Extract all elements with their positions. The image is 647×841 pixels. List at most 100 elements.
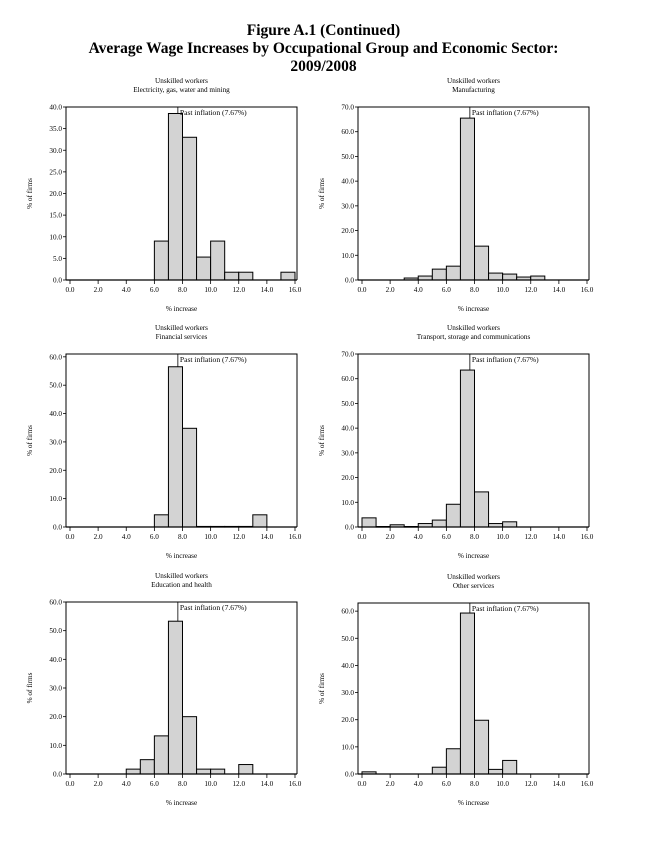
x-tick-label: 4.0 xyxy=(122,286,131,294)
x-tick-label: 6.0 xyxy=(442,533,451,541)
panel-title: Unskilled workers xyxy=(155,324,208,332)
histogram-bar xyxy=(196,256,212,281)
histogram-bar xyxy=(210,240,226,281)
panel-subtitle: Electricity, gas, water and mining xyxy=(133,86,230,94)
histogram-bar xyxy=(502,759,518,775)
y-tick-label: 10.0 xyxy=(49,233,62,241)
histogram-bar xyxy=(210,768,226,775)
x-tick-label: 6.0 xyxy=(150,533,159,541)
plot-frame xyxy=(357,106,590,280)
x-tick-label: 6.0 xyxy=(150,286,159,294)
y-tick-label: 15.0 xyxy=(49,212,62,220)
histogram-bar xyxy=(153,514,169,528)
y-tick-label: 20.0 xyxy=(49,713,62,721)
y-tick-label: 40.0 xyxy=(49,656,62,664)
y-tick-label: 40.0 xyxy=(49,410,62,418)
histogram-bar xyxy=(167,366,183,528)
x-axis-label: % increase xyxy=(166,305,197,313)
y-tick-label: 60.0 xyxy=(49,353,62,361)
x-tick-label: 2.0 xyxy=(94,533,103,541)
panel-subtitle: Transport, storage and communications xyxy=(417,333,531,341)
y-tick-label: 50.0 xyxy=(49,627,62,635)
x-tick-label: 8.0 xyxy=(178,780,187,788)
x-tick-label: 0.0 xyxy=(358,533,367,541)
y-axis-label: % of firms xyxy=(26,672,34,703)
x-tick-label: 2.0 xyxy=(94,780,103,788)
y-axis-label: % of firms xyxy=(318,673,326,704)
histogram-bar xyxy=(474,491,490,528)
inflation-annotation: Past inflation (7.67%) xyxy=(472,108,539,117)
y-tick-label: 50.0 xyxy=(341,635,354,643)
y-tick-label: 40.0 xyxy=(341,425,354,433)
y-tick-label: 10.0 xyxy=(49,495,62,503)
x-tick-label: 6.0 xyxy=(442,286,451,294)
plot-frame xyxy=(357,602,590,774)
y-tick-label: 20.0 xyxy=(49,467,62,475)
histogram-bar xyxy=(431,519,447,528)
x-tick-label: 10.0 xyxy=(204,286,217,294)
x-tick-label: 8.0 xyxy=(470,533,479,541)
x-tick-label: 12.0 xyxy=(524,533,537,541)
y-tick-label: 30.0 xyxy=(341,449,354,457)
histogram-bar xyxy=(445,503,461,528)
inflation-annotation: Past inflation (7.67%) xyxy=(180,355,247,364)
y-axis-label: % of firms xyxy=(26,425,34,456)
x-tick-label: 6.0 xyxy=(442,780,451,788)
y-tick-label: 5.0 xyxy=(53,255,62,263)
x-tick-label: 14.0 xyxy=(553,286,566,294)
x-tick-label: 0.0 xyxy=(358,286,367,294)
x-tick-label: 0.0 xyxy=(66,780,75,788)
x-tick-label: 12.0 xyxy=(232,780,245,788)
histogram-bar xyxy=(238,764,254,775)
y-axis-label: % of firms xyxy=(318,425,326,456)
y-tick-label: 0.0 xyxy=(345,771,354,779)
y-tick-label: 10.0 xyxy=(341,743,354,751)
figure-subtitle: Average Wage Increases by Occupational G… xyxy=(88,40,559,57)
histogram-bar xyxy=(182,136,198,281)
y-tick-label: 30.0 xyxy=(341,202,354,210)
y-tick-label: 50.0 xyxy=(49,382,62,390)
x-axis-label: % increase xyxy=(458,305,489,313)
x-tick-label: 10.0 xyxy=(496,780,509,788)
histogram-bar xyxy=(196,768,212,775)
y-tick-label: 30.0 xyxy=(341,689,354,697)
histogram-bar xyxy=(459,612,475,775)
x-tick-label: 4.0 xyxy=(414,533,423,541)
x-tick-label: 4.0 xyxy=(414,780,423,788)
plot-frame xyxy=(357,353,590,527)
y-tick-label: 40.0 xyxy=(341,662,354,670)
y-tick-label: 10.0 xyxy=(341,499,354,507)
x-tick-label: 8.0 xyxy=(178,286,187,294)
x-tick-label: 6.0 xyxy=(150,780,159,788)
y-tick-label: 20.0 xyxy=(341,227,354,235)
histogram-bar xyxy=(252,514,268,528)
histogram-bar xyxy=(445,748,461,775)
x-tick-label: 10.0 xyxy=(496,286,509,294)
x-tick-label: 8.0 xyxy=(470,780,479,788)
panel-title: Unskilled workers xyxy=(447,77,500,85)
x-tick-label: 10.0 xyxy=(204,533,217,541)
panel-title: Unskilled workers xyxy=(447,324,500,332)
x-tick-label: 16.0 xyxy=(581,780,594,788)
x-tick-label: 12.0 xyxy=(232,286,245,294)
y-tick-label: 35.0 xyxy=(49,125,62,133)
y-tick-label: 50.0 xyxy=(341,400,354,408)
y-axis-label: % of firms xyxy=(26,178,34,209)
y-tick-label: 20.0 xyxy=(49,190,62,198)
histogram-bar xyxy=(167,620,183,775)
histogram-bar xyxy=(474,719,490,775)
panel-subtitle: Other services xyxy=(453,582,495,590)
inflation-annotation: Past inflation (7.67%) xyxy=(472,604,539,613)
x-tick-label: 16.0 xyxy=(289,286,302,294)
x-tick-label: 10.0 xyxy=(204,780,217,788)
y-tick-label: 50.0 xyxy=(341,153,354,161)
x-axis-label: % increase xyxy=(166,552,197,560)
plot-frame xyxy=(65,353,298,527)
x-tick-label: 0.0 xyxy=(66,533,75,541)
x-tick-label: 0.0 xyxy=(358,780,367,788)
